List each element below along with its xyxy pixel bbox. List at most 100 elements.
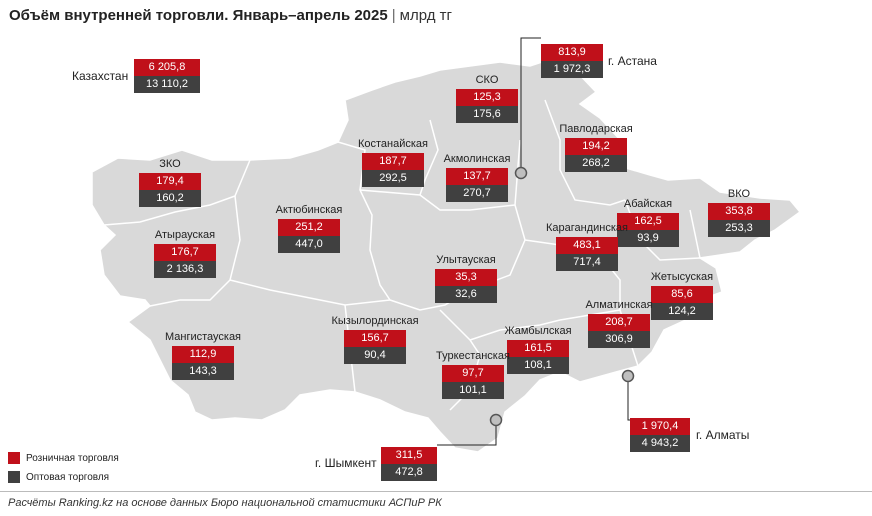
region-sko: СКО 125,3 175,6 (456, 74, 518, 123)
region-wholesale: 4 943,2 (630, 435, 690, 452)
title-separator: | (391, 7, 396, 24)
almaty-marker (621, 369, 635, 383)
region-label: Костанайская (357, 138, 429, 150)
region-retail: 1 970,4 (630, 418, 690, 435)
region-retail: 251,2 (278, 219, 340, 236)
region-label: Акмолинская (443, 153, 511, 165)
region-label: Павлодарская (559, 123, 633, 135)
region-retail: 483,1 (556, 237, 618, 254)
region-atyrau: Атырауская 176,7 2 136,3 (154, 229, 216, 278)
region-astana: 813,9 1 972,3 (541, 44, 603, 78)
region-pavlodar: Павлодарская 194,2 268,2 (559, 123, 633, 172)
region-retail: 208,7 (588, 314, 650, 331)
title-unit: млрд тг (399, 7, 452, 24)
almaty-city-label: г. Алматы (696, 428, 750, 442)
region-label: Абайская (623, 198, 673, 210)
region-wholesale: 447,0 (278, 236, 340, 253)
legend-retail-swatch (8, 452, 20, 464)
region-wholesale: 160,2 (139, 190, 201, 207)
region-wholesale: 292,5 (362, 170, 424, 187)
legend-wholesale-label: Оптовая торговля (26, 471, 110, 483)
region-wholesale: 124,2 (651, 303, 713, 320)
region-wholesale: 175,6 (456, 106, 518, 123)
region-almaty-city: 1 970,4 4 943,2 (630, 418, 690, 452)
region-retail: 179,4 (139, 173, 201, 190)
region-retail: 35,3 (435, 269, 497, 286)
region-wholesale: 143,3 (172, 363, 234, 380)
region-retail: 176,7 (154, 244, 216, 261)
region-label: Карагандинская (546, 222, 628, 234)
region-label: СКО (475, 74, 499, 86)
region-retail: 97,7 (442, 365, 504, 382)
region-wholesale: 268,2 (565, 155, 627, 172)
region-wholesale: 253,3 (708, 220, 770, 237)
region-kyzylorda: Кызылординская 156,7 90,4 (331, 315, 419, 364)
region-wholesale: 472,8 (381, 464, 437, 481)
region-zhetysu: Жетысуская 85,6 124,2 (651, 271, 713, 320)
region-wholesale: 717,4 (556, 254, 618, 271)
region-wholesale: 1 972,3 (541, 61, 603, 78)
shymkent-marker (489, 413, 503, 427)
region-label: Туркестанская (436, 350, 510, 362)
region-retail: 156,7 (344, 330, 406, 347)
region-shymkent: 311,5 472,8 (381, 447, 437, 481)
region-mangistau: Мангистауская 112,9 143,3 (165, 331, 241, 380)
region-wholesale: 108,1 (507, 357, 569, 374)
legend-wholesale-swatch (8, 471, 20, 483)
region-label: Мангистауская (164, 331, 242, 343)
region-zko: ЗКО 179,4 160,2 (139, 158, 201, 207)
region-wholesale: 2 136,3 (154, 261, 216, 278)
leader-lines (437, 37, 630, 446)
footer-divider (0, 491, 872, 492)
legend-retail: Розничная торговля (8, 452, 119, 464)
region-zhambyl: Жамбылская 161,5 108,1 (504, 325, 572, 374)
region-retail: 112,9 (172, 346, 234, 363)
region-karaganda: Карагандинская 483,1 717,4 (546, 222, 628, 271)
region-label: Кызылординская (331, 315, 419, 327)
kazakhstan-retail: 6 205,8 (134, 59, 200, 76)
region-wholesale: 270,7 (446, 185, 508, 202)
astana-marker (514, 166, 528, 180)
page-title: Объём внутренней торговли. Январь–апрель… (9, 7, 452, 24)
region-retail: 125,3 (456, 89, 518, 106)
region-aktobe: Актюбинская 251,2 447,0 (276, 204, 342, 253)
region-label: Алматинская (585, 299, 653, 311)
region-turkestan: Туркестанская 97,7 101,1 (436, 350, 510, 399)
shymkent-label: г. Шымкент (315, 456, 377, 470)
region-label: ЗКО (159, 158, 181, 170)
kazakhstan-wholesale: 13 110,2 (134, 76, 200, 93)
legend-retail-label: Розничная торговля (26, 452, 119, 464)
region-retail: 813,9 (541, 44, 603, 61)
region-retail: 311,5 (381, 447, 437, 464)
region-label: Улытауская (436, 254, 496, 266)
region-wholesale: 90,4 (344, 347, 406, 364)
kazakhstan-values: 6 205,8 13 110,2 (134, 59, 200, 93)
footer-source: Расчёты Ranking.kz на основе данных Бюро… (8, 497, 442, 509)
title-main: Объём внутренней торговли. Январь–апрель… (9, 7, 388, 24)
region-ulytau: Улытауская 35,3 32,6 (435, 254, 497, 303)
region-label: Жамбылская (504, 325, 572, 337)
region-label: Атырауская (154, 229, 216, 241)
region-kostanay: Костанайская 187,7 292,5 (358, 138, 428, 187)
region-retail: 137,7 (446, 168, 508, 185)
region-wholesale: 306,9 (588, 331, 650, 348)
region-retail: 161,5 (507, 340, 569, 357)
region-akmola: Акмолинская 137,7 270,7 (444, 153, 510, 202)
region-retail: 353,8 (708, 203, 770, 220)
region-label: Актюбинская (275, 204, 343, 216)
region-wholesale: 101,1 (442, 382, 504, 399)
region-wholesale: 93,9 (617, 230, 679, 247)
region-retail: 194,2 (565, 138, 627, 155)
region-almaty-obl: Алматинская 208,7 306,9 (585, 299, 653, 348)
region-retail: 162,5 (617, 213, 679, 230)
astana-label: г. Астана (608, 54, 657, 68)
legend-wholesale: Оптовая торговля (8, 471, 109, 483)
region-retail: 85,6 (651, 286, 713, 303)
region-abay: Абайская 162,5 93,9 (617, 198, 679, 247)
region-retail: 187,7 (362, 153, 424, 170)
kazakhstan-label: Казахстан (72, 69, 129, 83)
region-wholesale: 32,6 (435, 286, 497, 303)
region-label: ВКО (727, 188, 751, 200)
region-label: Жетысуская (650, 271, 714, 283)
region-vko: ВКО 353,8 253,3 (708, 188, 770, 237)
